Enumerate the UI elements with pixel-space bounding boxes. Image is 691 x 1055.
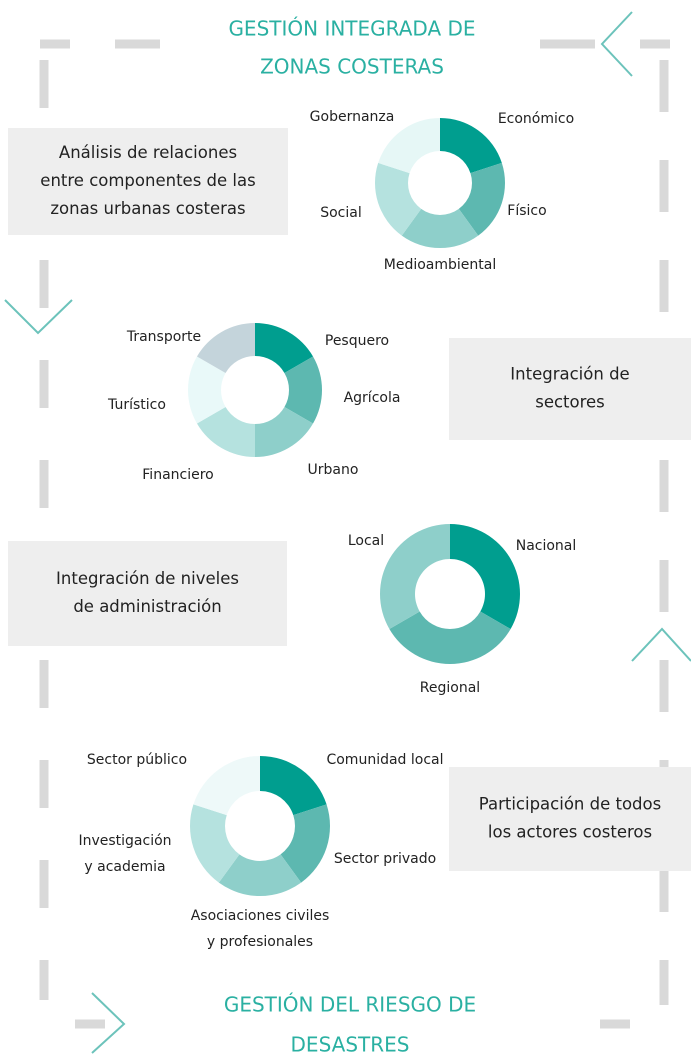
box-text: entre componentes de las xyxy=(40,171,255,190)
segment-label: Asociaciones civiles xyxy=(191,908,330,924)
segment-label: Pesquero xyxy=(325,333,389,349)
text-box xyxy=(8,128,288,235)
box-text: sectores xyxy=(535,393,605,412)
donut-segment xyxy=(401,208,479,249)
box-text: zonas urbanas costeras xyxy=(50,199,245,218)
donut-segment xyxy=(260,756,327,816)
donut-segment xyxy=(196,323,255,373)
footer-bg xyxy=(170,980,530,1055)
donut-segment xyxy=(440,118,502,174)
segment-label: Transporte xyxy=(126,329,201,345)
segment-label: Financiero xyxy=(142,467,213,483)
box-text: Integración de xyxy=(510,365,629,384)
donut-segment xyxy=(375,162,422,236)
segment-label: Agrícola xyxy=(344,390,401,406)
box-text: de administración xyxy=(73,597,221,616)
box-text: Participación de todos xyxy=(479,795,661,814)
arrow xyxy=(91,992,126,1054)
donut-segment xyxy=(389,611,511,664)
segment-label: y academia xyxy=(84,859,165,875)
segment-label: Urbano xyxy=(308,462,359,478)
arrow xyxy=(4,299,73,335)
donut-segment xyxy=(284,356,323,424)
segment-label: Comunidad local xyxy=(326,752,443,768)
donut-segment xyxy=(193,756,260,816)
box-text: Análisis de relaciones xyxy=(59,143,237,162)
segment-label: Sector privado xyxy=(334,851,436,867)
segment-label: Nacional xyxy=(516,538,577,554)
donut-segment xyxy=(218,854,302,896)
arrow xyxy=(600,11,633,77)
donut-segment xyxy=(196,407,255,457)
title: GESTIÓN INTEGRADA DE xyxy=(228,17,475,41)
arrow xyxy=(631,627,691,662)
segment-label: Medioambiental xyxy=(384,257,496,273)
donut-segment xyxy=(378,118,440,174)
segment-label: Gobernanza xyxy=(310,109,395,125)
donut-segment xyxy=(450,524,520,629)
title: ZONAS COSTERAS xyxy=(260,55,444,79)
segment-label: Económico xyxy=(498,111,574,127)
segment-label: y profesionales xyxy=(207,934,313,950)
text-box xyxy=(449,767,691,871)
box-text: los actores costeros xyxy=(488,823,652,842)
donut-segment xyxy=(188,356,226,424)
segment-label: Físico xyxy=(507,203,546,219)
footer-title: DESASTRES xyxy=(291,1033,410,1055)
donut-segment xyxy=(458,162,505,236)
segment-label: Investigación xyxy=(78,833,171,849)
donut-segment xyxy=(255,323,314,373)
text-box xyxy=(8,541,287,646)
segment-label: Sector público xyxy=(87,752,187,768)
segment-label: Local xyxy=(348,533,384,549)
segment-label: Turístico xyxy=(107,397,166,413)
segment-label: Regional xyxy=(420,680,480,696)
title-bg xyxy=(185,5,525,90)
donut-segment xyxy=(255,407,314,457)
box-text: Integración de niveles xyxy=(56,569,239,588)
footer-title: GESTIÓN DEL RIESGO DE xyxy=(224,993,476,1017)
donut-segment xyxy=(380,524,450,629)
donut-segment xyxy=(190,804,240,883)
text-box xyxy=(449,338,691,440)
segment-label: Social xyxy=(320,205,362,221)
donut-segment xyxy=(280,804,330,883)
frame xyxy=(39,39,670,1029)
